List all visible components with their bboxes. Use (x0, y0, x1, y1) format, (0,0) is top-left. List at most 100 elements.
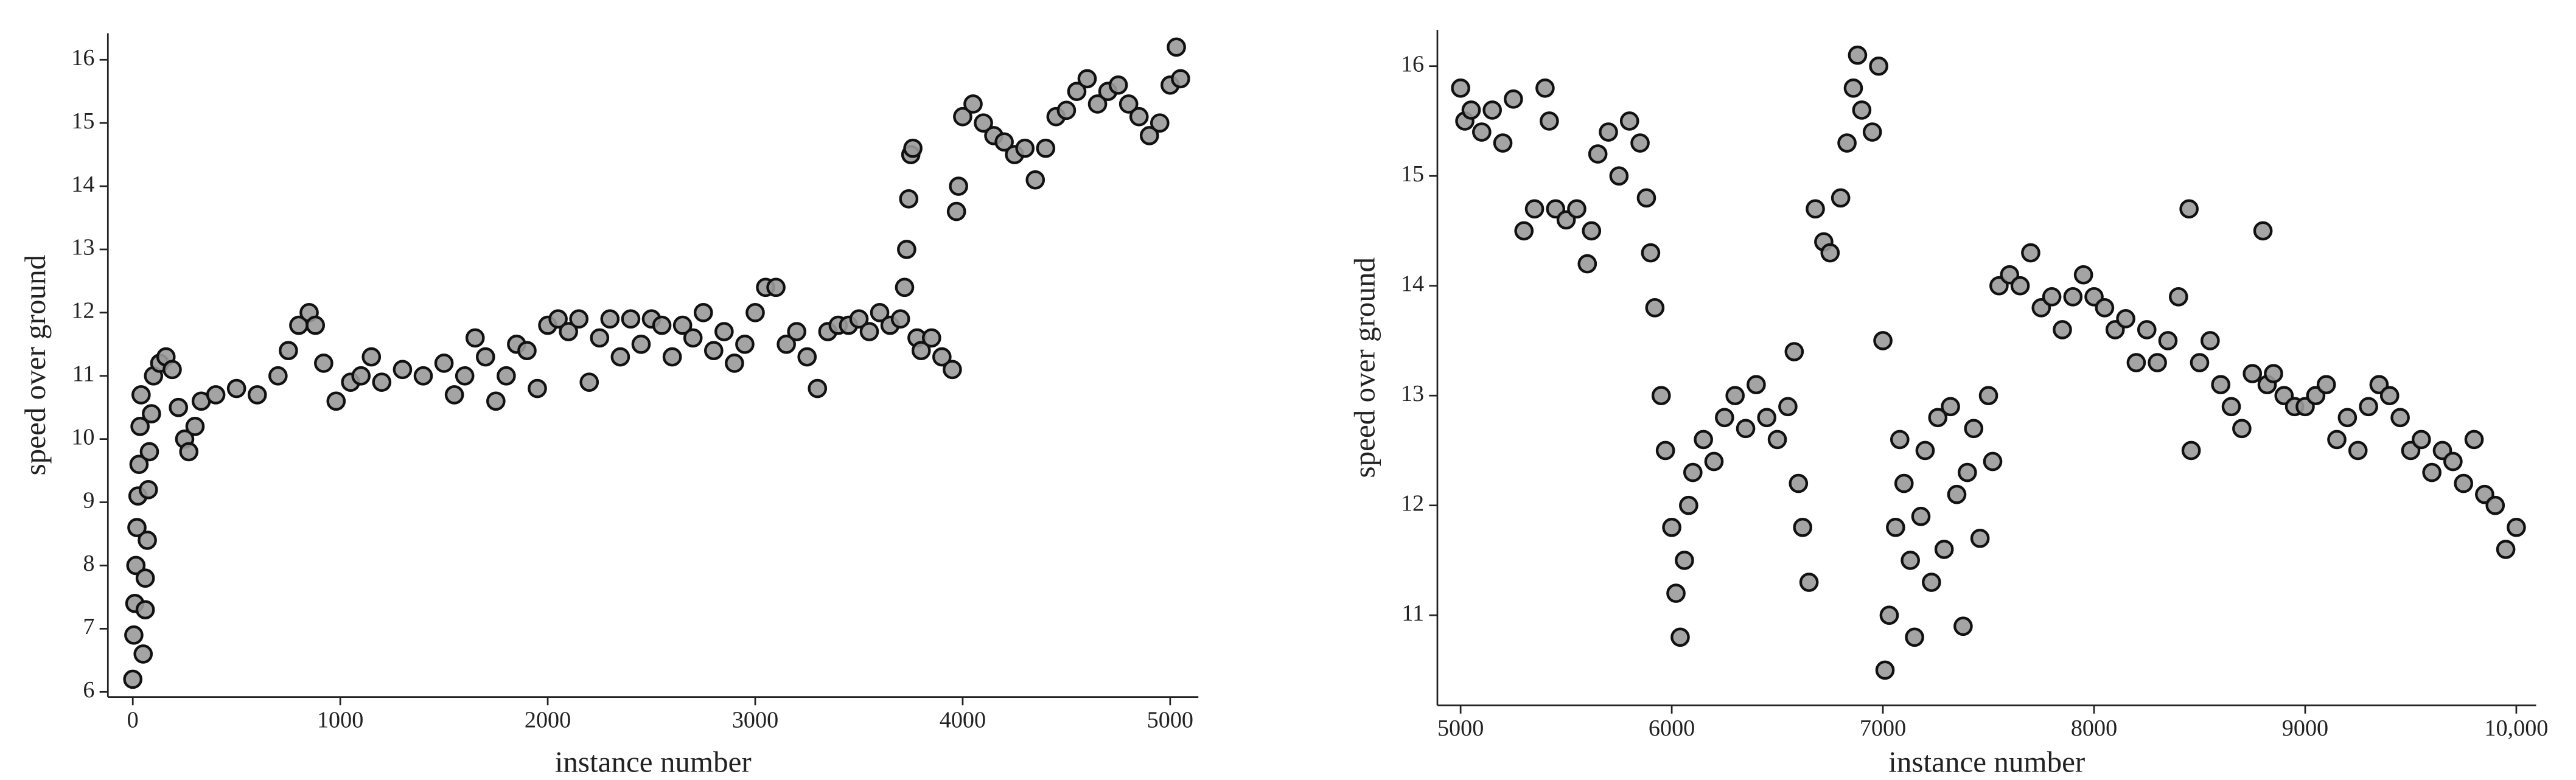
point (1901, 551, 1920, 570)
point (1922, 573, 1941, 592)
y-tick-label: 13 (1401, 381, 1424, 406)
point (2485, 495, 2505, 515)
point (2181, 440, 2201, 461)
x-tick-label: 7000 (1860, 716, 1906, 741)
point (1675, 551, 1694, 570)
point (2327, 430, 2347, 450)
point (890, 309, 910, 329)
point (932, 347, 952, 367)
point (1911, 506, 1931, 526)
point (2190, 353, 2210, 372)
point (1928, 408, 1948, 428)
point (870, 303, 890, 322)
point (2464, 430, 2484, 450)
point (693, 303, 713, 322)
point (2116, 309, 2135, 329)
point (1852, 100, 1872, 120)
point (1941, 397, 1960, 417)
point (953, 106, 972, 127)
point (1793, 517, 1813, 537)
point (1139, 126, 1159, 145)
point (1767, 430, 1787, 450)
point (2158, 331, 2178, 350)
point (1947, 484, 1967, 504)
point (169, 397, 189, 417)
point (2243, 364, 2263, 383)
point (1683, 462, 1703, 482)
point (745, 303, 765, 322)
point (1056, 100, 1077, 120)
point (1150, 113, 1170, 133)
y-tick-label: 15 (71, 108, 94, 134)
point (946, 201, 966, 221)
point (528, 378, 547, 399)
point (766, 277, 786, 298)
point (1953, 616, 1973, 636)
point (903, 138, 923, 158)
point (1778, 397, 1798, 417)
point (590, 328, 610, 348)
y-tick-label: 15 (1401, 161, 1424, 187)
y-tick-label: 11 (72, 361, 95, 387)
point (1970, 529, 1990, 548)
x-tick-label: 4000 (940, 707, 986, 733)
point (314, 353, 333, 373)
point (1619, 111, 1639, 131)
y-tick-label: 6 (83, 677, 94, 703)
point (455, 366, 475, 386)
point (1905, 627, 1924, 647)
point (2053, 320, 2072, 340)
y-tick-label: 11 (1401, 601, 1424, 626)
point (1535, 78, 1555, 98)
point (1934, 540, 1954, 559)
point (2232, 419, 2252, 439)
point (1806, 199, 1825, 219)
point (1789, 473, 1809, 493)
point (444, 385, 464, 405)
point (138, 479, 158, 500)
point (1636, 188, 1656, 208)
point (943, 360, 962, 380)
point (899, 189, 919, 209)
point (2422, 462, 2442, 482)
point (1843, 78, 1863, 98)
point (548, 309, 568, 329)
point (351, 366, 371, 386)
point (1651, 386, 1671, 406)
y-tick-label: 9 (83, 487, 94, 513)
point (1837, 133, 1857, 153)
point (1645, 298, 1665, 318)
point (1757, 408, 1777, 428)
y-tick-label: 12 (71, 298, 94, 324)
point (672, 315, 693, 335)
x-tick-label: 2000 (525, 707, 571, 733)
point (714, 322, 734, 341)
point (1879, 605, 1899, 625)
point (1167, 37, 1186, 57)
point (1482, 100, 1502, 120)
point (247, 385, 267, 405)
point (179, 442, 199, 462)
point (126, 555, 146, 576)
point (2496, 540, 2516, 559)
point (142, 404, 161, 423)
point (849, 309, 869, 329)
point (2443, 451, 2463, 472)
point (305, 315, 326, 335)
y-tick-label: 8 (83, 551, 94, 576)
x-axis-label: instance number (1888, 745, 2085, 779)
point (2137, 320, 2157, 340)
point (569, 309, 589, 329)
point (859, 322, 879, 341)
point (895, 277, 915, 298)
point (206, 385, 226, 405)
point (1171, 69, 1190, 89)
point (631, 334, 651, 354)
point (1025, 170, 1045, 190)
point (1588, 144, 1608, 164)
point (1747, 375, 1766, 394)
point (1641, 243, 1661, 263)
point (683, 328, 703, 348)
point (326, 391, 346, 411)
